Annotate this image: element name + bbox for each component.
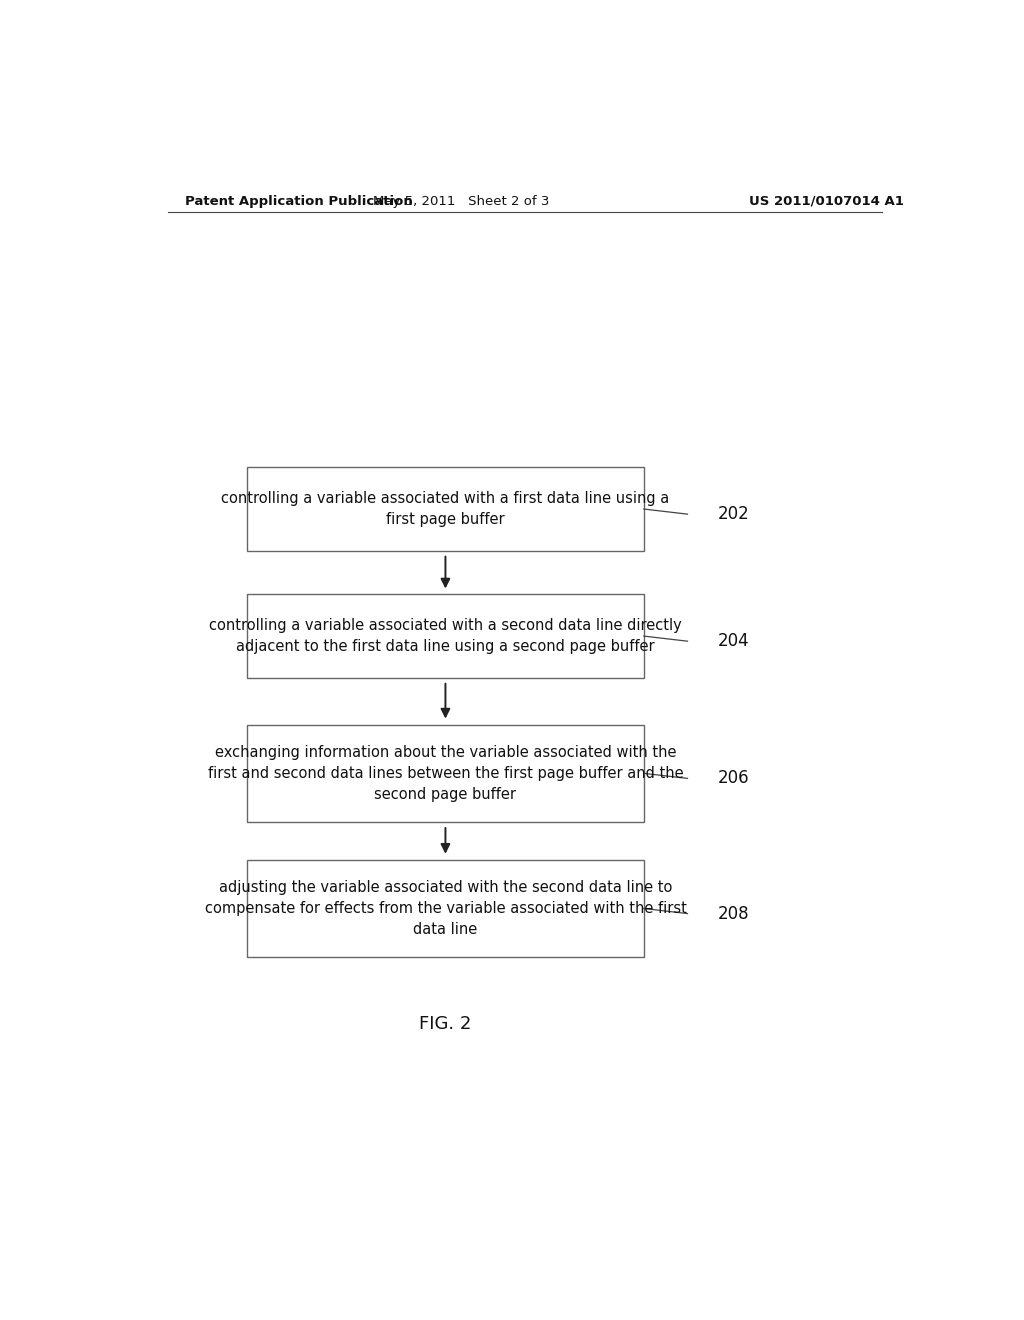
Text: 206: 206	[718, 770, 750, 788]
Text: May 5, 2011   Sheet 2 of 3: May 5, 2011 Sheet 2 of 3	[373, 194, 550, 207]
Bar	[247, 467, 644, 550]
Text: Patent Application Publication: Patent Application Publication	[185, 194, 413, 207]
Text: controlling a variable associated with a first data line using a
first page buff: controlling a variable associated with a…	[221, 491, 670, 527]
Text: 208: 208	[718, 904, 750, 923]
Text: adjusting the variable associated with the second data line to
compensate for ef: adjusting the variable associated with t…	[205, 880, 686, 937]
Text: controlling a variable associated with a second data line directly
adjacent to t: controlling a variable associated with a…	[209, 618, 682, 655]
Bar	[247, 859, 644, 957]
Text: 204: 204	[718, 632, 750, 651]
Bar	[247, 725, 644, 822]
Text: FIG. 2: FIG. 2	[419, 1015, 472, 1034]
Text: US 2011/0107014 A1: US 2011/0107014 A1	[749, 194, 904, 207]
Text: exchanging information about the variable associated with the
first and second d: exchanging information about the variabl…	[208, 744, 683, 801]
Text: 202: 202	[718, 506, 750, 523]
Bar	[247, 594, 644, 677]
